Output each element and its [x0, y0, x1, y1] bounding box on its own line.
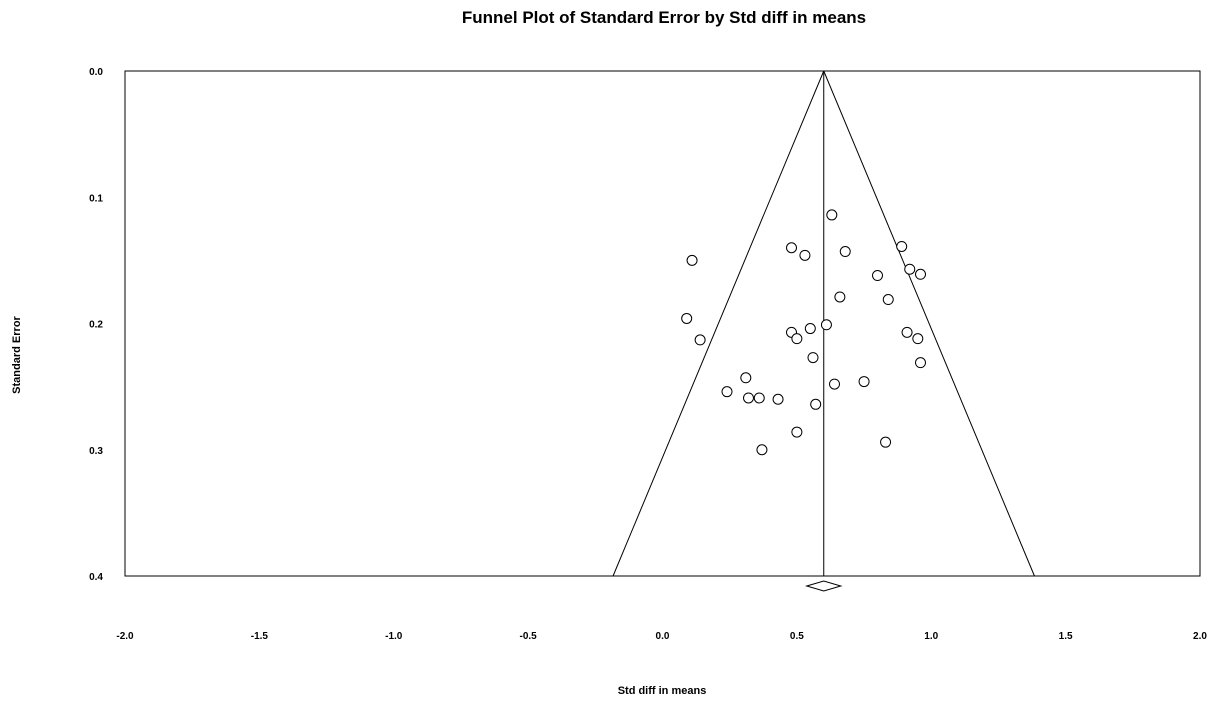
y-tick-label: 0.4	[89, 572, 103, 583]
study-point	[786, 242, 797, 254]
study-point	[896, 240, 908, 252]
study-point	[858, 376, 870, 388]
y-tick-label: 0.0	[89, 67, 103, 78]
funnel-right-limit-line	[823, 70, 1035, 577]
study-point	[686, 254, 698, 266]
study-point	[791, 333, 803, 345]
x-tick-label: -1.0	[385, 631, 403, 642]
study-point	[901, 326, 913, 338]
study-point	[904, 263, 916, 275]
study-point	[915, 268, 926, 280]
study-point	[756, 444, 768, 456]
study-point	[872, 270, 883, 282]
study-point	[834, 291, 846, 303]
study-point	[912, 333, 924, 345]
study-point	[740, 372, 752, 384]
x-tick-label: 0.5	[790, 631, 804, 642]
y-tick-label: 0.2	[89, 320, 103, 331]
study-point	[753, 392, 765, 404]
combined-effect-diamond	[804, 580, 843, 592]
study-point	[681, 312, 693, 324]
study-point	[743, 392, 754, 404]
study-point	[882, 294, 894, 306]
study-point	[791, 426, 803, 438]
study-point	[804, 323, 816, 335]
x-tick-label: -2.0	[116, 631, 134, 642]
study-point	[880, 436, 892, 448]
study-point	[826, 209, 838, 221]
study-point	[772, 393, 784, 405]
study-point	[915, 357, 926, 369]
study-point	[820, 319, 832, 331]
chart-title: Funnel Plot of Standard Error by Std dif…	[462, 8, 866, 27]
plot-area-frame	[124, 70, 1201, 577]
study-point	[810, 398, 822, 410]
x-tick-label: 0.0	[656, 631, 670, 642]
study-point	[829, 378, 840, 390]
study-point	[721, 386, 733, 398]
y-tick-label: 0.3	[89, 446, 103, 457]
y-axis-label: Standard Error	[11, 315, 23, 393]
x-tick-label: -1.5	[251, 631, 269, 642]
y-tick-label: 0.1	[89, 193, 103, 204]
study-point	[839, 246, 851, 258]
study-point	[799, 249, 811, 261]
funnel-left-limit-line	[612, 70, 825, 577]
study-point	[694, 334, 706, 346]
x-tick-label: -0.5	[520, 631, 538, 642]
study-point	[807, 352, 819, 364]
x-axis-label: Std diff in means	[618, 685, 707, 697]
x-tick-label: 1.0	[924, 631, 938, 642]
x-tick-label: 1.5	[1059, 631, 1073, 642]
x-tick-label: 2.0	[1193, 631, 1207, 642]
